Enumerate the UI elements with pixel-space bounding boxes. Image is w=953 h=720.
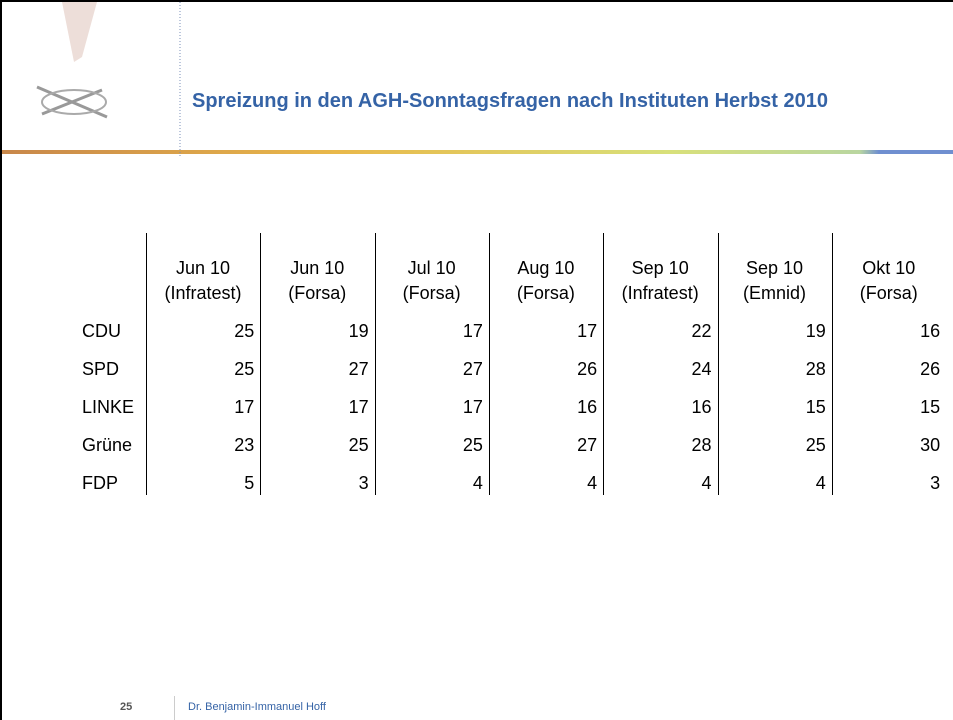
- table-value: 22: [612, 320, 712, 342]
- table-value: 15: [840, 396, 940, 418]
- table-value: 16: [612, 396, 712, 418]
- table-value: 27: [269, 358, 369, 380]
- row-label: CDU: [82, 320, 121, 342]
- table-value: 5: [154, 472, 254, 494]
- column-header: (Infratest): [603, 282, 717, 304]
- page-number: 25: [120, 701, 132, 713]
- table-value: 17: [383, 320, 483, 342]
- table-value: 26: [497, 358, 597, 380]
- column-header: Jun 10: [146, 257, 260, 279]
- row-label: LINKE: [82, 396, 134, 418]
- table-value: 16: [840, 320, 940, 342]
- slide-title: Spreizung in den AGH-Sonntagsfragen nach…: [192, 90, 828, 113]
- table-value: 3: [269, 472, 369, 494]
- footer-author: Dr. Benjamin-Immanuel Hoff: [188, 701, 326, 713]
- table-value: 25: [726, 434, 826, 456]
- column-header: (Forsa): [375, 282, 489, 304]
- table-value: 24: [612, 358, 712, 380]
- footer-divider: [174, 696, 175, 720]
- table-value: 25: [269, 434, 369, 456]
- column-header: (Forsa): [832, 282, 946, 304]
- column-header: Jul 10: [375, 257, 489, 279]
- table-value: 28: [612, 434, 712, 456]
- table-value: 17: [383, 396, 483, 418]
- column-header: Jun 10: [260, 257, 374, 279]
- table-value: 23: [154, 434, 254, 456]
- table-value: 19: [269, 320, 369, 342]
- column-header: Okt 10: [832, 257, 946, 279]
- table-value: 4: [612, 472, 712, 494]
- column-header: (Forsa): [489, 282, 603, 304]
- column-header: Sep 10: [718, 257, 832, 279]
- table-value: 25: [154, 320, 254, 342]
- decoration: [2, 2, 953, 162]
- column-header: Sep 10: [603, 257, 717, 279]
- table-value: 19: [726, 320, 826, 342]
- column-header: (Emnid): [718, 282, 832, 304]
- column-header: (Forsa): [260, 282, 374, 304]
- table-value: 16: [497, 396, 597, 418]
- table-value: 25: [383, 434, 483, 456]
- row-label: Grüne: [82, 434, 132, 456]
- table-value: 17: [154, 396, 254, 418]
- table-value: 15: [726, 396, 826, 418]
- table-value: 17: [269, 396, 369, 418]
- table-value: 4: [726, 472, 826, 494]
- row-label: FDP: [82, 472, 118, 494]
- table-value: 25: [154, 358, 254, 380]
- slide: Spreizung in den AGH-Sonntagsfragen nach…: [0, 0, 953, 720]
- table-value: 26: [840, 358, 940, 380]
- table-value: 3: [840, 472, 940, 494]
- table-value: 4: [383, 472, 483, 494]
- row-label: SPD: [82, 358, 119, 380]
- table-value: 28: [726, 358, 826, 380]
- column-header: Aug 10: [489, 257, 603, 279]
- table-value: 27: [383, 358, 483, 380]
- table-value: 27: [497, 434, 597, 456]
- table-value: 30: [840, 434, 940, 456]
- table-value: 4: [497, 472, 597, 494]
- column-header: (Infratest): [146, 282, 260, 304]
- table-value: 17: [497, 320, 597, 342]
